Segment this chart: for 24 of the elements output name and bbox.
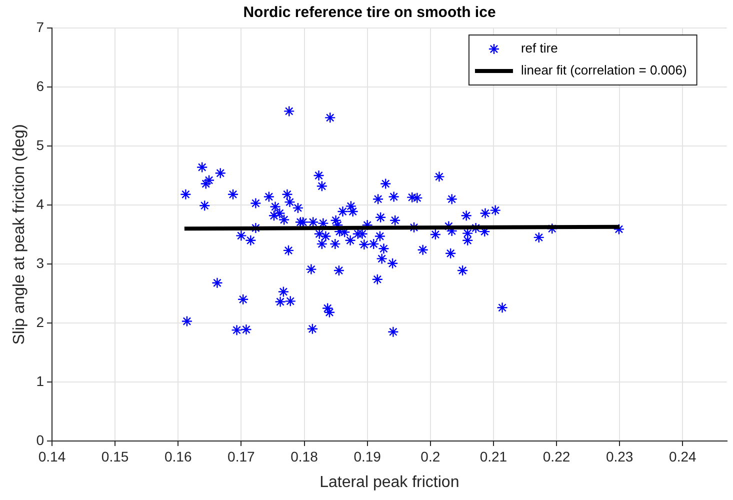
x-tick-label: 0.22 (542, 448, 570, 464)
x-tick-label: 0.23 (606, 448, 634, 464)
x-tick-label: 0.17 (228, 448, 256, 464)
legend-label: linear fit (correlation = 0.006) (520, 62, 687, 78)
x-axis-title: Lateral peak friction (320, 474, 460, 491)
y-tick-label: 3 (36, 254, 44, 271)
y-tick-label: 5 (36, 136, 44, 153)
y-tick-label: 0 (36, 432, 44, 448)
x-tick-label: 0.14 (38, 448, 66, 464)
x-tick-label: 0.15 (101, 448, 129, 464)
chart-title: Nordic reference tire on smooth ice (243, 4, 496, 22)
y-tick-label: 6 (36, 78, 44, 94)
legend-label: ref tire (520, 40, 558, 56)
x-tick-label: 0.19 (354, 448, 382, 464)
x-tick-label: 0.16 (164, 448, 192, 464)
y-axis-title: Slip angle at peak friction (deg) (11, 124, 28, 345)
x-tick-label: 0.2 (420, 448, 440, 464)
y-tick-label: 1 (36, 372, 44, 389)
x-tick-label: 0.24 (669, 448, 696, 464)
y-tick-label: 2 (36, 314, 44, 330)
x-tick-label: 0.21 (480, 448, 508, 464)
x-tick-label: 0.18 (290, 448, 318, 464)
y-tick-label: 7 (36, 18, 44, 35)
y-tick-label: 4 (36, 196, 44, 212)
